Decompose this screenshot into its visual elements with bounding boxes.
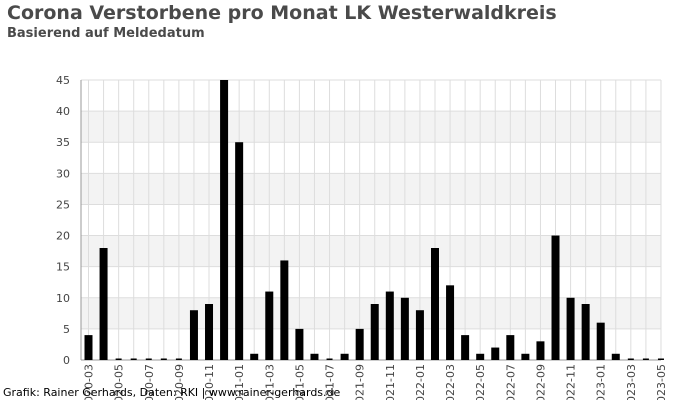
bar [430, 248, 439, 360]
bar [581, 304, 590, 360]
grid-band [81, 173, 661, 205]
x-tick-label: 2020-11 [203, 364, 216, 400]
bar [551, 235, 560, 360]
bar [220, 80, 229, 360]
bar [657, 358, 664, 360]
bar [130, 358, 137, 360]
x-tick-label: 2022-05 [474, 364, 487, 400]
grid-band [81, 235, 661, 267]
chart-title: Corona Verstorbene pro Monat LK Westerwa… [7, 2, 557, 24]
bar [99, 248, 108, 360]
x-tick-label: 2020-09 [173, 364, 186, 400]
bar [566, 297, 575, 360]
y-tick-label: 30 [56, 167, 70, 180]
y-tick-label: 40 [56, 105, 70, 118]
bar [596, 322, 605, 360]
bar [175, 358, 182, 360]
x-tick-label: 2021-05 [293, 364, 306, 400]
bar [189, 310, 198, 360]
bar [340, 353, 349, 360]
bar [295, 328, 304, 360]
y-tick-label: 45 [56, 74, 70, 87]
bar [265, 291, 274, 360]
y-tick-label: 5 [63, 323, 70, 336]
bar [400, 297, 409, 360]
bar [250, 353, 259, 360]
bar [611, 353, 620, 360]
bar [355, 328, 364, 360]
x-tick-label: 2023-05 [655, 364, 668, 400]
bar [642, 358, 649, 360]
x-tick-label: 2021-09 [354, 364, 367, 400]
x-tick-label: 2022-01 [414, 364, 427, 400]
y-tick-label: 35 [56, 136, 70, 149]
bar [205, 304, 214, 360]
x-tick-label: 2021-01 [233, 364, 246, 400]
y-tick-label: 0 [63, 354, 70, 367]
bar [115, 358, 122, 360]
x-tick-label: 2020-03 [83, 364, 96, 400]
x-tick-label: 2022-07 [504, 364, 517, 400]
bar [506, 335, 515, 360]
y-tick-label: 10 [56, 292, 70, 305]
bar [145, 358, 152, 360]
bar [310, 353, 319, 360]
bar [326, 358, 333, 360]
y-tick-label: 25 [56, 198, 70, 211]
bar [415, 310, 424, 360]
x-tick-label: 2023-01 [595, 364, 608, 400]
x-tick-label: 2021-03 [263, 364, 276, 400]
x-tick-label: 2022-03 [444, 364, 457, 400]
bar [627, 358, 634, 360]
bar [160, 358, 167, 360]
bar [84, 335, 93, 360]
credit-footer: Grafik: Rainer Gerhards, Daten: RKI | ww… [3, 386, 341, 399]
bar [446, 285, 455, 360]
bar [385, 291, 394, 360]
grid-band [81, 111, 661, 143]
bar [461, 335, 470, 360]
y-tick-label: 15 [56, 261, 70, 274]
bar [521, 353, 530, 360]
x-tick-label: 2022-11 [565, 364, 578, 400]
chart-subtitle: Basierend auf Meldedatum [7, 26, 205, 41]
x-tick-label: 2023-03 [625, 364, 638, 400]
y-tick-label: 20 [56, 230, 70, 243]
bar [536, 341, 545, 360]
x-tick-label: 2021-11 [384, 364, 397, 400]
bar [280, 260, 289, 360]
bar [491, 347, 500, 360]
x-tick-label: 2022-09 [534, 364, 547, 400]
x-tick-label: 2020-07 [143, 364, 156, 400]
bar [370, 304, 379, 360]
x-tick-label: 2021-07 [324, 364, 337, 400]
x-tick-label: 2020-05 [113, 364, 126, 400]
bar [235, 142, 244, 360]
bar [476, 353, 485, 360]
